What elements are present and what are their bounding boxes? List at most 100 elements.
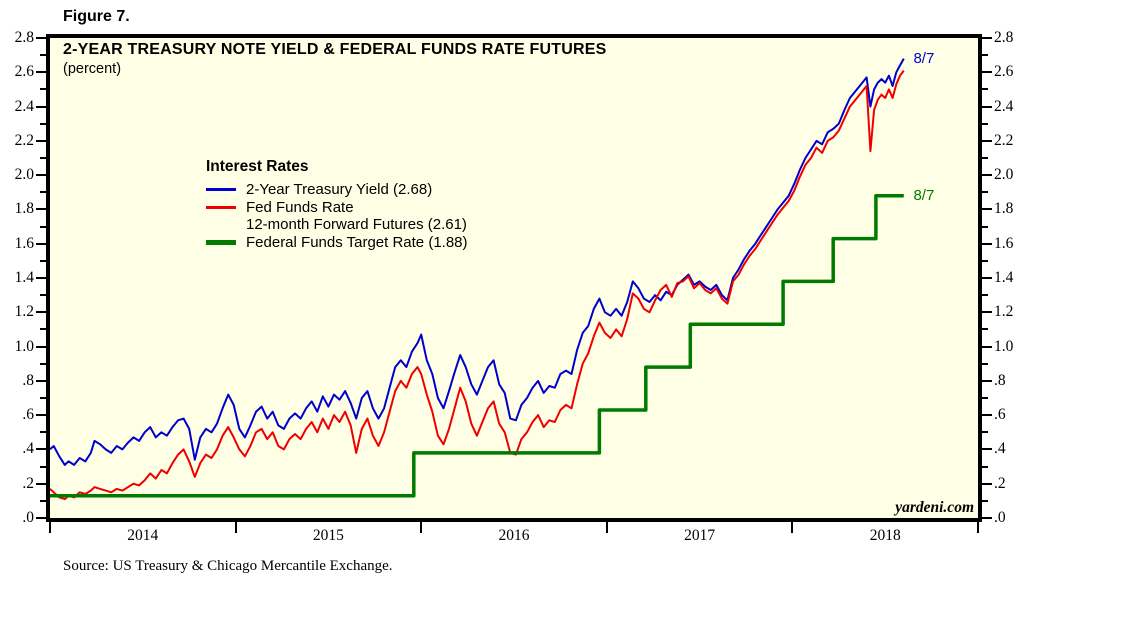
y-tick-right xyxy=(982,345,992,348)
y-tick-right xyxy=(982,139,992,142)
y-tick-left xyxy=(36,71,46,74)
figure-label: Figure 7. xyxy=(63,8,130,25)
y-axis-label-left: 1.8 xyxy=(14,200,34,218)
latest-date-label-target-rate: 8/7 xyxy=(913,186,935,204)
y-tick-right xyxy=(982,157,988,159)
y-tick-left xyxy=(36,37,46,39)
x-tick xyxy=(420,522,423,533)
series-plot xyxy=(50,58,905,501)
y-axis-label-left: .0 xyxy=(22,509,34,526)
y-tick-right xyxy=(982,294,988,297)
y-tick-right xyxy=(982,517,992,519)
y-tick-right xyxy=(982,54,988,57)
y-tick-right xyxy=(982,242,992,245)
fed-funds-line-swatch-icon xyxy=(206,205,236,209)
chart-title: 2-YEAR TREASURY NOTE YIELD & FEDERAL FUN… xyxy=(63,41,607,58)
y-tick-right xyxy=(982,379,992,382)
legend-item-fed-funds-futures: Fed Funds Rate 12-month Forward Futures … xyxy=(206,199,468,234)
y-axis-label-right: 1.4 xyxy=(994,269,1014,286)
legend: Interest Rates 2-Year Treasury Yield (2.… xyxy=(206,158,468,251)
y-axis-label-left: 1.0 xyxy=(14,337,34,355)
y-tick-right xyxy=(982,88,988,91)
y-tick-right xyxy=(982,225,988,228)
y-axis-label-left: 2.0 xyxy=(14,166,34,184)
y-axis-label-left: .4 xyxy=(22,440,34,458)
y-axis-label-right: 2.2 xyxy=(994,131,1014,149)
y-tick-left xyxy=(36,517,46,519)
y-tick-right xyxy=(982,37,992,39)
x-tick xyxy=(791,522,794,533)
y-axis-label-right: .0 xyxy=(994,509,1006,526)
y-axis-label-right: 2.4 xyxy=(994,97,1014,115)
y-tick-left xyxy=(36,277,46,279)
legend-item-target-rate: Federal Funds Target Rate (1.88) xyxy=(206,234,468,252)
y-tick-right xyxy=(982,362,988,365)
y-tick-left xyxy=(36,448,46,451)
y-axis-label-right: 2.8 xyxy=(994,29,1014,46)
x-axis-label: 2018 xyxy=(869,527,901,544)
x-axis-label: 2016 xyxy=(498,527,530,544)
x-axis-label: 2017 xyxy=(684,527,716,544)
legend-label-line2: 12-month Forward Futures (2.61) xyxy=(246,216,467,233)
y-tick-right xyxy=(982,482,992,485)
y-tick-right xyxy=(982,191,988,194)
legend-label: Fed Funds Rate xyxy=(246,198,354,216)
y-tick-right xyxy=(982,431,988,434)
y-axis-label-right: .2 xyxy=(994,474,1006,492)
y-tick-right xyxy=(982,122,988,125)
y-axis-label-left: .6 xyxy=(22,406,34,424)
y-axis-label-right: 1.0 xyxy=(994,337,1014,355)
x-tick xyxy=(977,522,979,533)
y-axis-label-right: 2.0 xyxy=(994,166,1014,184)
y-tick-right xyxy=(982,397,988,399)
y-tick-right xyxy=(982,328,988,331)
y-axis-label-right: 1.8 xyxy=(994,200,1014,218)
y-tick-right xyxy=(982,277,992,279)
legend-item-treasury: 2-Year Treasury Yield (2.68) xyxy=(206,181,468,199)
series-federal-funds-target-rate xyxy=(50,193,904,498)
y-tick-right xyxy=(982,414,992,417)
y-tick-left xyxy=(36,242,46,245)
y-tick-right xyxy=(982,311,992,314)
y-tick-left xyxy=(36,379,46,382)
treasury-line-swatch-icon xyxy=(206,188,236,191)
y-axis-label-right: 1.2 xyxy=(994,303,1014,321)
chart-subtitle: (percent) xyxy=(63,61,122,77)
series-2-year-treasury-yield xyxy=(50,58,905,466)
y-axis-label-right: 2.6 xyxy=(994,63,1014,81)
y-tick-right xyxy=(982,499,988,502)
y-tick-left xyxy=(36,105,46,108)
y-tick-right xyxy=(982,71,992,74)
y-tick-left xyxy=(36,345,46,348)
y-axis-label-left: .8 xyxy=(22,371,34,389)
y-axis-label-left: 2.6 xyxy=(14,63,34,81)
legend-label: Federal Funds Target Rate (1.88) xyxy=(246,233,468,251)
y-tick-left xyxy=(36,311,46,314)
y-axis-label-left: 2.2 xyxy=(14,131,34,149)
y-tick-right xyxy=(982,259,988,262)
x-axis-label: 2015 xyxy=(312,527,344,544)
y-axis-label-right: .8 xyxy=(994,371,1006,389)
y-axis-label-left: .2 xyxy=(22,474,34,492)
y-tick-right xyxy=(982,465,988,468)
x-axis-label: 2014 xyxy=(127,527,159,544)
y-tick-left xyxy=(36,482,46,485)
y-axis-label-left: 1.6 xyxy=(14,234,34,252)
y-axis-label-left: 1.4 xyxy=(14,269,34,286)
y-axis-label-left: 2.4 xyxy=(14,97,34,115)
x-tick xyxy=(49,522,51,533)
y-tick-left xyxy=(36,174,46,177)
y-axis-label-left: 1.2 xyxy=(14,303,34,321)
x-tick xyxy=(234,522,237,533)
legend-label: 2-Year Treasury Yield (2.68) xyxy=(246,181,433,198)
plot-area xyxy=(46,34,982,522)
y-tick-right xyxy=(982,105,992,108)
legend-title: Interest Rates xyxy=(206,158,309,175)
y-axis-label-right: .6 xyxy=(994,406,1006,424)
source-note: Source: US Treasury & Chicago Mercantile… xyxy=(63,558,393,574)
target-rate-line-swatch-icon xyxy=(206,239,236,245)
y-tick-left xyxy=(36,139,46,142)
y-axis-label-right: .4 xyxy=(994,440,1006,458)
series-fed-funds-rate-12-month-forward-futures xyxy=(50,70,905,501)
